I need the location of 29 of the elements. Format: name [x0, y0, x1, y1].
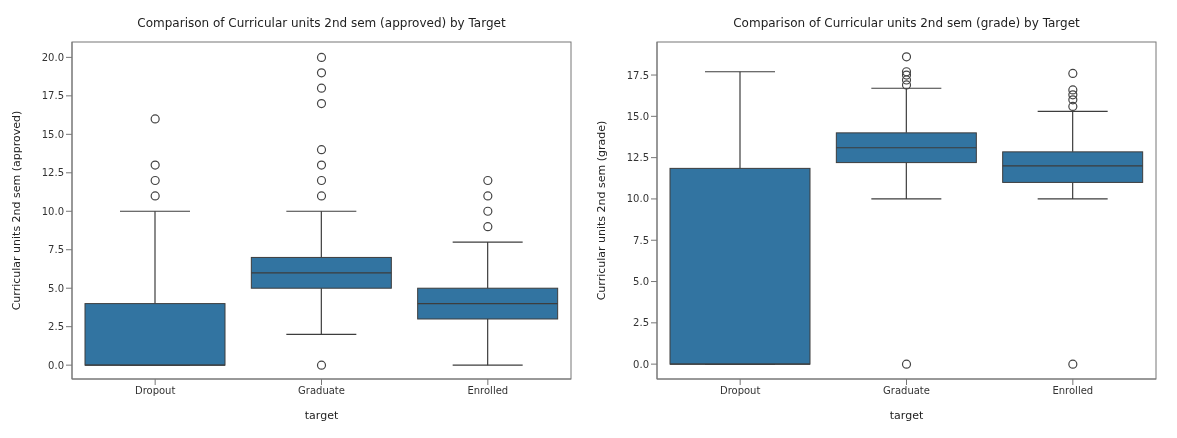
y-axis-title: Curricular units 2nd sem (grade) [594, 120, 608, 301]
x-tick-label: Graduate [883, 385, 930, 397]
x-axis-title: target [889, 409, 924, 422]
y-tick-label: 20.0 [41, 51, 64, 63]
x-tick-label: Dropout [134, 385, 176, 397]
y-tick-label: 10.0 [41, 205, 64, 217]
y-tick-label: 0.0 [48, 359, 64, 371]
x-axis-title: target [304, 409, 339, 422]
y-tick-label: 0.0 [633, 358, 649, 370]
y-tick-label: 15.0 [626, 110, 649, 122]
y-axis-title: Curricular units 2nd sem (approved) [9, 110, 23, 311]
y-tick-label: 10.0 [626, 193, 649, 205]
y-tick-label: 7.5 [48, 244, 64, 256]
y-tick-label: 5.0 [633, 276, 649, 288]
x-tick-label: Enrolled [1052, 385, 1094, 397]
x-tick-label: Graduate [298, 385, 345, 397]
y-tick-label: 17.5 [41, 90, 64, 102]
chart-title: Comparison of Curricular units 2nd sem (grade) by Target [732, 16, 1081, 30]
x-tick-label: Enrolled [467, 385, 509, 397]
chart-title: Comparison of Curricular units 2nd sem (approved) by Target [136, 16, 507, 30]
y-tick-label: 12.5 [626, 152, 649, 164]
x-tick-label: Dropout [719, 385, 761, 397]
y-tick-label: 5.0 [48, 282, 64, 294]
y-tick-label: 15.0 [41, 128, 64, 140]
y-tick-label: 2.5 [633, 317, 649, 329]
y-tick-label: 7.5 [633, 234, 649, 246]
y-tick-label: 2.5 [48, 321, 64, 333]
y-tick-label: 12.5 [41, 167, 64, 179]
y-tick-label: 17.5 [626, 69, 649, 81]
